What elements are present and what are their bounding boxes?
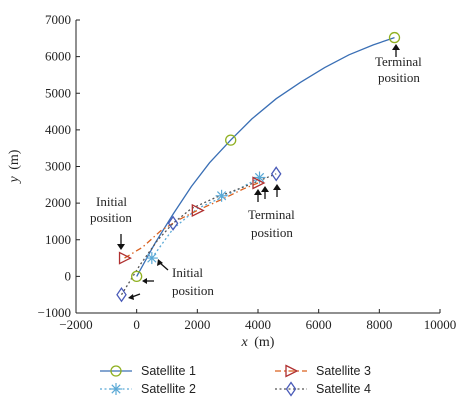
annotation-initial-right: Initial position [128, 259, 214, 300]
annotation-terminal-top-line2: position [378, 70, 420, 85]
x-tick-label: 6000 [306, 317, 332, 332]
y-tick-label: 7000 [45, 12, 71, 27]
y-axis-unit: (m) [7, 149, 22, 170]
arrow-initial-right-sat2 [159, 262, 169, 271]
annotation-terminal-mid: Terminal position [248, 184, 295, 240]
annotation-initial-left: Initial position [90, 194, 132, 250]
y-tick-label: 1000 [45, 232, 71, 247]
y-tick-label: 4000 [45, 122, 71, 137]
asterisk-stroke [254, 172, 265, 183]
legend-item-satellite-4: Satellite 4 [275, 381, 371, 397]
legend-item-satellite-2: Satellite 2 [100, 382, 196, 396]
annotation-terminal-mid-line2: position [251, 225, 293, 240]
legend-swatch-satellite-2 [100, 383, 132, 395]
y-axis-label: y (m) [7, 149, 22, 184]
arrowhead-initial-left [117, 244, 125, 250]
marker-satellite-1 [388, 31, 401, 44]
legend-item-satellite-1: Satellite 1 [100, 364, 196, 378]
ticks: −2000 0 2000 4000 6000 8000 10000 −1000 0 1000 200… [38, 12, 457, 332]
y-tick-label: 6000 [45, 49, 71, 64]
legend: Satellite 1 Satellite 2 Satellite 3 Sate… [100, 364, 371, 397]
arrowhead-terminal-1 [254, 189, 262, 195]
marker-satellite-1 [225, 134, 237, 146]
legend-item-satellite-3: Satellite 3 [275, 364, 371, 378]
marker-satellite-2 [215, 189, 228, 202]
legend-swatch-satellite-4 [275, 381, 307, 397]
y-tick-label: 0 [65, 268, 72, 283]
legend-label-satellite-1: Satellite 1 [141, 364, 196, 378]
arrowhead-terminal-2 [261, 186, 269, 192]
marker-satellite-2 [145, 252, 158, 265]
annotation-initial-left-line2: position [90, 210, 132, 225]
series-line-satellite-3 [124, 182, 259, 259]
x-tick-label: 0 [133, 317, 140, 332]
series-line-satellite-4 [120, 173, 277, 296]
x-axis-unit: (m) [254, 335, 275, 350]
arrowhead-initial-right-sat1 [142, 278, 147, 284]
series-markers [116, 31, 401, 303]
asterisk-stroke [111, 384, 121, 394]
marker-satellite-1 [131, 270, 143, 283]
legend-label-satellite-3: Satellite 3 [316, 364, 371, 378]
asterisk-stroke [216, 191, 227, 201]
annotation-initial-left-line1: Initial [96, 194, 127, 209]
annotation-terminal-top: Terminal position [375, 44, 422, 85]
legend-marker-satellite-1 [110, 365, 122, 377]
x-tick-label: 8000 [366, 317, 392, 332]
legend-swatch-satellite-3 [275, 364, 307, 378]
series-lines [120, 36, 395, 296]
arrowhead-initial-right-sat2 [157, 259, 163, 266]
y-tick-label: 2000 [45, 195, 71, 210]
y-tick-label: −1000 [38, 305, 71, 320]
marker-satellite-3 [118, 251, 132, 265]
annotation-terminal-mid-line1: Terminal [248, 207, 295, 222]
annotation-terminal-top-line1: Terminal [375, 54, 422, 69]
marker-satellite-2 [253, 171, 266, 184]
y-axis-variable: y [7, 175, 22, 184]
legend-swatch-satellite-1 [100, 365, 132, 377]
x-tick-label: −2000 [59, 317, 92, 332]
series-line-satellite-1 [136, 36, 395, 277]
legend-label-satellite-4: Satellite 4 [316, 382, 371, 396]
x-tick-label: 4000 [245, 317, 271, 332]
x-tick-label: 2000 [184, 317, 210, 332]
x-axis-label: x (m) [241, 335, 275, 350]
legend-marker-satellite-4 [285, 381, 297, 397]
arrowhead-terminal-top [392, 44, 400, 50]
legend-marker-satellite-3 [285, 364, 299, 378]
marker-satellite-4 [167, 215, 179, 231]
marker-satellite-3 [191, 203, 205, 218]
marker-satellite-3 [252, 176, 266, 190]
arrowhead-terminal-3 [273, 184, 281, 190]
marker-satellite-4 [270, 166, 282, 182]
x-tick-label: 10000 [424, 317, 457, 332]
asterisk-stroke [147, 253, 157, 263]
legend-label-satellite-2: Satellite 2 [141, 382, 196, 396]
annotation-initial-right-line1: Initial [172, 265, 203, 280]
y-tick-label: 3000 [45, 159, 71, 174]
arrowhead-initial-sat4 [128, 294, 134, 300]
y-tick-label: 5000 [45, 85, 71, 100]
annotation-initial-right-line2: position [172, 283, 214, 298]
legend-marker-satellite-2 [110, 383, 122, 395]
marker-satellite-4 [116, 287, 127, 303]
x-axis-variable: x [241, 335, 249, 350]
